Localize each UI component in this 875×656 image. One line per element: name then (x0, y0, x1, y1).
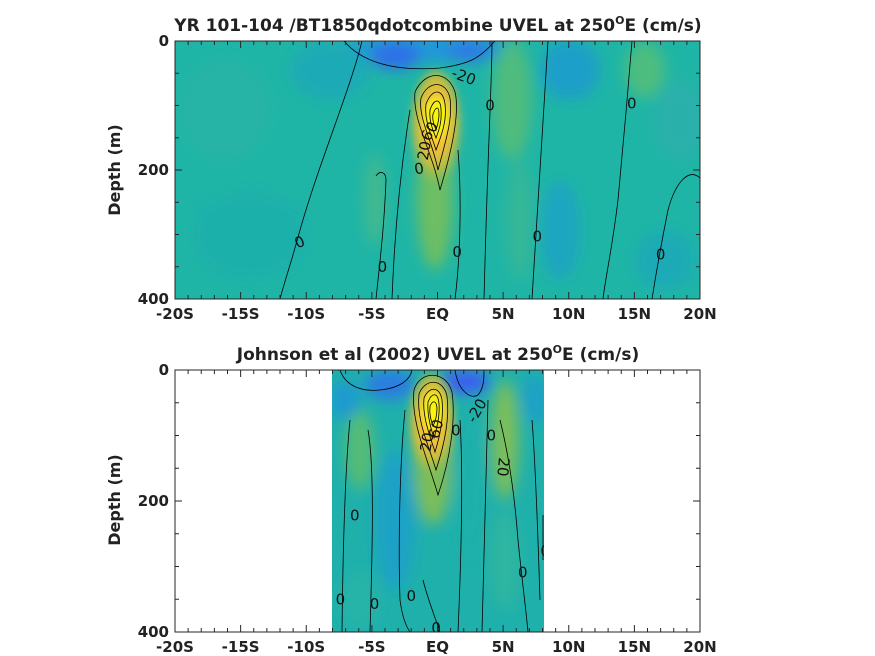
chart-panel-2: Johnson et al (2002) UVEL at 250OE (cm/s… (105, 343, 717, 656)
chart-1-contour-label: 0 (532, 227, 542, 245)
chart-1-x-tick-label: 15N (618, 305, 651, 323)
chart-2-contour-label: 20 (416, 431, 437, 453)
chart-2-x-tick-label: 5N (492, 638, 515, 656)
chart-2-contour-label: 0 (451, 421, 461, 439)
chart-2-contours (339, 370, 544, 632)
chart-2-y-tick-label: 200 (138, 492, 169, 510)
chart-2-x-tick-label: -10S (287, 638, 325, 656)
chart-2-contour-label: 0 (350, 506, 360, 524)
chart-2-x-tick-label: -5S (358, 638, 385, 656)
chart-2-contour-label: 60 (425, 417, 447, 440)
chart-1-x-ticks: -20S -15S -10S -5S EQ 5N 10N 15N 20N (156, 41, 717, 323)
chart-2-contour-label: 0 (487, 427, 497, 445)
chart-2-title: Johnson et al (2002) UVEL at 250OE (cm/s… (236, 343, 639, 365)
chart-1-y-tick-label: 0 (159, 32, 169, 50)
chart-1-contour-label: 0 (485, 97, 495, 115)
chart-1-contour-label: 0 (627, 95, 637, 113)
chart-2-x-tick-label: 10N (552, 638, 585, 656)
chart-2-x-tick-label: EQ (426, 638, 449, 656)
chart-1-contour-label: 0 (452, 243, 462, 261)
chart-1-title: YR 101-104 /BT1850qdotcombine UVEL at 25… (173, 14, 701, 36)
chart-1-x-tick-label: 20N (683, 305, 716, 323)
chart-1-contours (279, 41, 700, 299)
chart-2-y-tick-label: 0 (159, 361, 169, 379)
chart-1-x-tick-label: EQ (426, 305, 449, 323)
chart-1-x-tick-label: -5S (358, 305, 385, 323)
chart-1-contour-label: 20 (414, 140, 435, 162)
chart-1-contour-label: 0 (656, 245, 666, 263)
chart-2-y-label: Depth (m) (105, 454, 124, 546)
chart-2-contour-label: 0 (518, 563, 528, 581)
chart-2-x-tick-label: 15N (618, 638, 651, 656)
chart-1-y-label: Depth (m) (105, 124, 124, 216)
chart-1-x-tick-label: -10S (287, 305, 325, 323)
chart-1-x-tick-label: 10N (552, 305, 585, 323)
chart-1-contour-label: 0 (378, 258, 388, 276)
chart-2-contour-label: 0 (370, 595, 380, 613)
chart-1-velocity-field (180, 41, 700, 290)
chart-1-y-tick-label: 400 (138, 290, 169, 308)
chart-2-y-tick-label: 400 (138, 623, 169, 641)
chart-2-contour-label: 0 (540, 542, 550, 560)
chart-2-contour-label: 20 (493, 457, 513, 478)
chart-panel-1: YR 101-104 /BT1850qdotcombine UVEL at 25… (105, 14, 717, 323)
chart-2-x-tick-label: -15S (222, 638, 260, 656)
chart-1-x-tick-label: -20S (156, 305, 194, 323)
chart-2-contour-label: 0 (406, 587, 416, 605)
chart-2-x-ticks: -20S -15S -10S -5S EQ 5N 10N 15N 20N (156, 370, 717, 656)
chart-1-x-tick-label: 5N (492, 305, 515, 323)
chart-1-y-tick-label: 200 (138, 161, 169, 179)
chart-1-x-tick-label: -15S (222, 305, 260, 323)
chart-2-x-tick-label: 20N (683, 638, 716, 656)
chart-2-contour-label: 0 (336, 590, 346, 608)
chart-2-contour-label: 0 (431, 619, 441, 637)
chart-2-x-tick-label: -20S (156, 638, 194, 656)
chart-1-contour-label: 0 (413, 159, 426, 178)
